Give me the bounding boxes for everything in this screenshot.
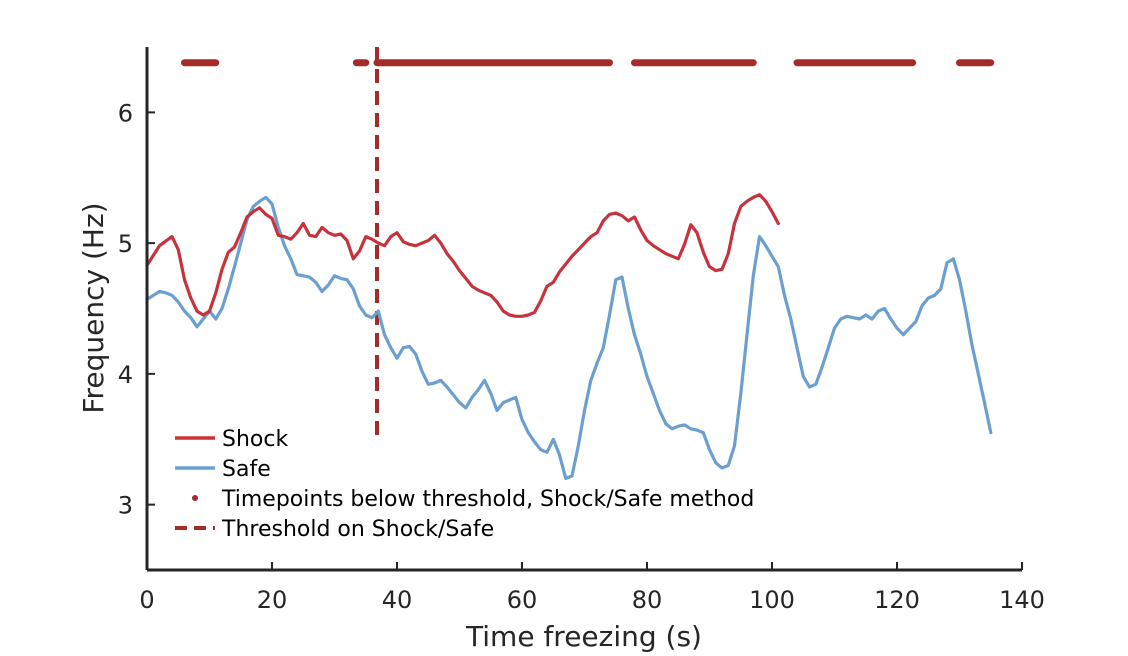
legend: Shock Safe Timepoints below threshold, S… bbox=[175, 427, 754, 542]
series-line-shock bbox=[145, 193, 780, 318]
legend-label-safe: Safe bbox=[222, 457, 271, 482]
y-tick-label: 4 bbox=[118, 361, 133, 389]
y-tick-label: 5 bbox=[118, 230, 133, 258]
x-tick-label: 80 bbox=[632, 586, 663, 614]
y-tick-label: 6 bbox=[118, 99, 133, 127]
x-tick-label: 0 bbox=[139, 586, 154, 614]
legend-label-shock: Shock bbox=[222, 427, 288, 452]
y-axis-label: Frequency (Hz) bbox=[77, 202, 110, 413]
x-tick-label: 120 bbox=[874, 586, 920, 614]
x-tick-label: 40 bbox=[382, 586, 413, 614]
legend-swatch-threshold-points bbox=[192, 495, 198, 501]
x-tick-label: 20 bbox=[257, 586, 288, 614]
ticks: 0 20 40 60 80 100 120 140 3 4 5 6 bbox=[118, 99, 1045, 614]
plot-area bbox=[145, 47, 995, 481]
y-tick-label: 3 bbox=[118, 492, 133, 520]
legend-label-threshold-line: Threshold on Shock/Safe bbox=[221, 517, 494, 542]
x-axis-label: Time freezing (s) bbox=[465, 620, 702, 653]
x-tick-label: 140 bbox=[999, 586, 1045, 614]
legend-label-threshold-points: Timepoints below threshold, Shock/Safe m… bbox=[221, 487, 754, 512]
axes bbox=[145, 47, 1022, 572]
x-tick-label: 60 bbox=[507, 586, 538, 614]
series-line-safe bbox=[145, 195, 993, 481]
x-tick-label: 100 bbox=[749, 586, 795, 614]
